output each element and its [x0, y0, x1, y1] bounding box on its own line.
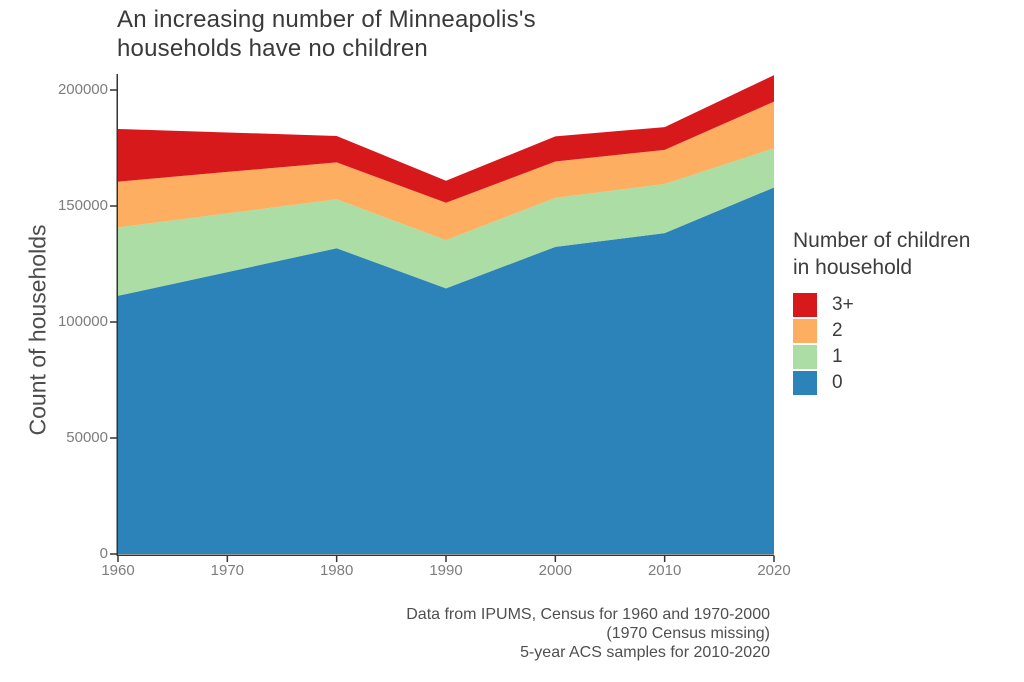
chart-title-line2: households have no children — [117, 35, 428, 62]
chart-title: An increasing number of Minneapolis's ho… — [117, 5, 536, 63]
y-tick-label: 100000 — [57, 313, 108, 330]
caption-line3: 5-year ACS samples for 2010-2020 — [520, 644, 770, 661]
legend-entry: 2 — [793, 318, 970, 344]
legend-entry: 0 — [793, 370, 970, 396]
legend-swatch-icon — [793, 345, 817, 369]
x-tick-label: 2010 — [647, 562, 682, 579]
x-tick-label: 1980 — [319, 562, 354, 579]
area-children-1 — [118, 148, 774, 296]
legend-entries: 3+ 2 1 0 — [793, 292, 970, 396]
caption-line2: (1970 Census missing) — [606, 625, 770, 642]
legend-entry: 1 — [793, 344, 970, 370]
x-tick-label: 1960 — [101, 562, 135, 579]
legend-label: 2 — [832, 320, 843, 341]
y-tick-label: 0 — [99, 545, 108, 562]
legend-entry: 3+ — [793, 292, 970, 318]
y-tick-label: 200000 — [57, 81, 108, 98]
y-axis-title: Count of households — [24, 224, 51, 436]
legend-label: 0 — [832, 372, 843, 393]
legend-label: 3+ — [832, 294, 854, 315]
legend-title: Number of children in household — [793, 227, 970, 281]
legend-label: 1 — [832, 346, 843, 367]
x-tick-label: 2000 — [538, 562, 573, 579]
legend-swatch-icon — [793, 319, 817, 343]
area-children-3+ — [118, 75, 774, 203]
legend-swatch-icon — [793, 293, 817, 317]
legend-swatch-icon — [793, 371, 817, 395]
legend: Number of children in household 3+ 2 1 0 — [793, 227, 970, 396]
caption: Data from IPUMS, Census for 1960 and 197… — [406, 605, 770, 662]
caption-line1: Data from IPUMS, Census for 1960 and 197… — [406, 606, 770, 623]
stacked-area-svg — [110, 74, 775, 562]
area-children-2 — [118, 101, 774, 241]
y-tick-label: 150000 — [57, 197, 108, 214]
legend-title-line1: Number of children — [793, 229, 971, 252]
y-tick-label: 50000 — [66, 429, 108, 446]
x-tick-label: 1970 — [210, 562, 245, 579]
legend-title-line2: in household — [793, 256, 913, 279]
chart-title-line1: An increasing number of Minneapolis's — [117, 6, 536, 33]
x-tick-label: 2020 — [757, 562, 791, 579]
area-children-0 — [118, 187, 774, 554]
x-tick-label: 1990 — [429, 562, 463, 579]
